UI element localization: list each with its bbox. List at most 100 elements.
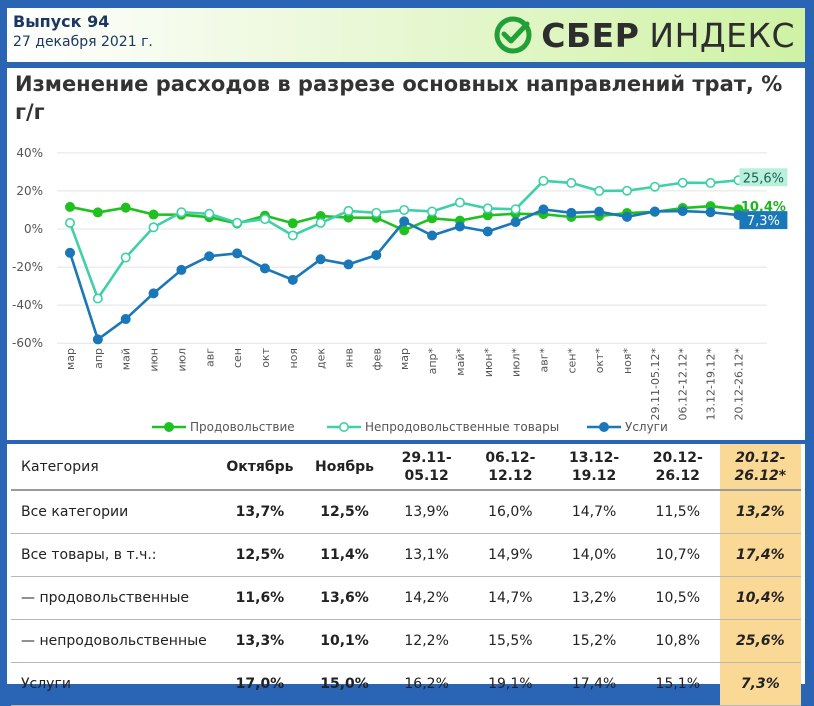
data-point [343, 259, 354, 270]
x-tick-label: фев [370, 348, 383, 371]
row-category: Услуги [11, 662, 216, 706]
table-cell: 14,7% [468, 576, 553, 620]
table-cell: 10,5% [635, 576, 720, 620]
data-point [92, 334, 103, 345]
table-row: — продовольственные 11,6% 13,6% 14,2% 14,7% 1… [11, 576, 801, 620]
data-point [64, 201, 75, 212]
row-category: — непродовольственные [11, 619, 216, 663]
table-cell: 15,5% [468, 619, 553, 663]
legend-item: Продовольствие [152, 420, 295, 434]
data-point [621, 211, 632, 222]
table-cell: 13,2% [552, 576, 636, 620]
data-point [92, 207, 103, 218]
end-label-box [739, 168, 788, 187]
data-point [371, 250, 382, 261]
table-cell: 12,5% [304, 490, 385, 534]
x-tick-label: авг* [537, 348, 550, 373]
data-point [92, 293, 103, 304]
table-body: Все категории 13,7% 12,5% 13,9% 16,0% 14,7% 11… [11, 490, 801, 706]
x-tick-label: 06.12-12.12* [677, 348, 690, 421]
data-point [204, 251, 215, 262]
table-cell: 15,0% [304, 662, 385, 706]
table-cell: 14,7% [552, 490, 636, 534]
legend-item: Непродовольственные товары [327, 420, 559, 434]
y-tick-label: 20% [16, 184, 43, 198]
data-point [399, 204, 410, 215]
end-label-box [739, 211, 788, 230]
table-cell: 7,3% [719, 662, 801, 706]
data-point [566, 207, 577, 218]
data-point [148, 222, 159, 233]
data-point [399, 225, 410, 236]
chart-title: Изменение расходов в разрезе основных на… [15, 72, 783, 124]
table-cell: 10,4% [719, 576, 801, 620]
data-point [120, 252, 131, 263]
summary-table-panel: Категория Октябрь Ноябрь 29.11- 05.12 06.12- 1… [7, 444, 805, 706]
data-point [677, 206, 688, 217]
y-tick-label: -20% [12, 260, 43, 274]
legend-label: Продовольствие [190, 420, 295, 434]
x-tick-label: ноя [287, 348, 300, 369]
x-tick-label: 20.12-26.12* [732, 348, 745, 421]
table-cell: 19,1% [468, 662, 553, 706]
brand-index: ИНДЕКС [649, 15, 795, 55]
y-tick-label: 40% [16, 146, 43, 160]
data-point [371, 207, 382, 218]
table-cell: 13,1% [384, 533, 469, 577]
period-column-header: 29.11- 05.12 [384, 444, 469, 491]
x-tick-label: дек [315, 348, 328, 369]
data-point [176, 207, 187, 218]
x-tick-label: май [120, 348, 133, 370]
row-category: Все категории [11, 490, 216, 534]
data-point [677, 177, 688, 188]
x-tick-label: июн* [482, 348, 495, 378]
table-cell: 17,4% [552, 662, 636, 706]
data-point [705, 177, 716, 188]
table-cell: 10,8% [635, 619, 720, 663]
table-cell: 10,1% [304, 619, 385, 663]
issue-number: Выпуск 94 [13, 12, 110, 31]
data-point [148, 288, 159, 299]
x-tick-label: апр* [426, 348, 439, 375]
table-row: Все товары, в т.ч.: 12,5% 11,4% 13,1% 14,9% 1… [11, 533, 801, 577]
data-point [259, 214, 270, 225]
table-cell: 14,0% [552, 533, 636, 577]
x-tick-label: ноя* [621, 348, 634, 375]
issue-date: 27 декабря 2021 г. [13, 34, 153, 50]
x-tick-label: 29.11-05.12* [649, 348, 662, 421]
series-1 [64, 175, 744, 304]
data-point [176, 264, 187, 275]
x-tick-label: май* [454, 348, 467, 376]
legend-label: Услуги [625, 420, 668, 434]
data-point [120, 314, 131, 325]
period-column-header: 20.12- 26.12* [719, 444, 801, 491]
y-tick-label: 0% [24, 222, 43, 236]
x-tick-label: авг [203, 348, 216, 367]
period-column-header: 06.12- 12.12 [468, 444, 553, 491]
summary-table: Категория Октябрь Ноябрь 29.11- 05.12 06.12- 1… [11, 444, 801, 706]
table-cell: 15,2% [552, 619, 636, 663]
data-point [315, 217, 326, 228]
data-point [510, 204, 521, 215]
report-header: Выпуск 94 27 декабря 2021 г. СБЕР ИНДЕКС [7, 8, 805, 62]
series-2 [64, 204, 744, 345]
table-cell: 16,0% [468, 490, 553, 534]
data-point [287, 230, 298, 241]
data-point [259, 263, 270, 274]
data-point [649, 206, 660, 217]
table-cell: 14,9% [468, 533, 553, 577]
data-point [148, 209, 159, 220]
data-point [594, 185, 605, 196]
period-column-header: 13.12- 19.12 [552, 444, 636, 491]
data-point [64, 217, 75, 228]
data-point [454, 197, 465, 208]
x-tick-label: окт [259, 347, 272, 367]
x-tick-label: июл [175, 348, 188, 371]
data-point [427, 206, 438, 217]
data-point [232, 248, 243, 259]
x-tick-label: июл* [510, 348, 523, 377]
data-point [287, 218, 298, 229]
period-column-header: Ноябрь [304, 444, 385, 491]
x-tick-label: мар [398, 348, 411, 370]
data-point [315, 254, 326, 265]
